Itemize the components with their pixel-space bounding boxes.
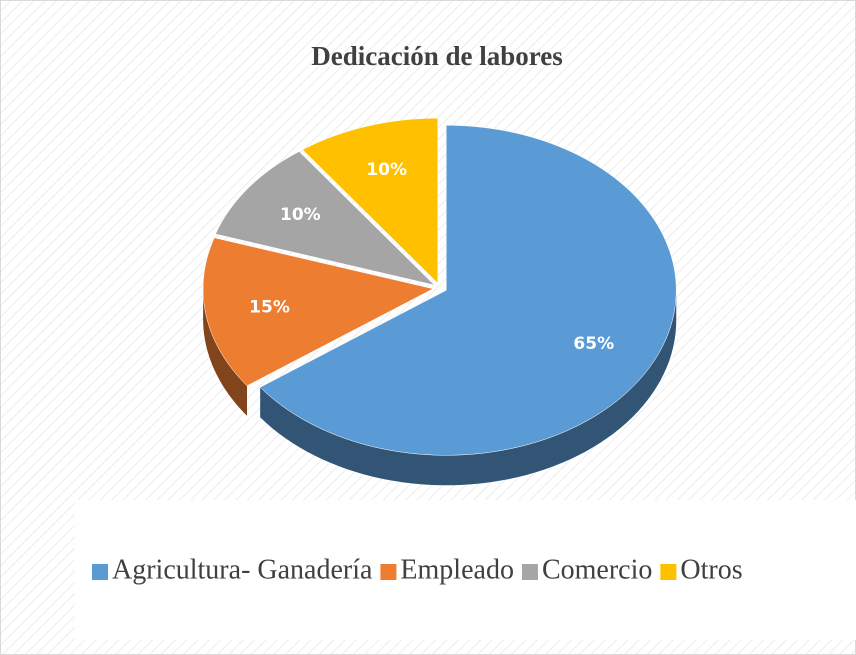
slice-side: [260, 290, 677, 486]
legend-label: Empleado: [400, 554, 514, 585]
legend-label: Otros: [680, 554, 742, 585]
data-label: 65%: [573, 334, 614, 354]
legend-swatch: [92, 564, 108, 580]
slice: [302, 117, 439, 284]
legend-label: Comercio: [542, 554, 652, 585]
slice: [215, 151, 436, 286]
slice: [202, 237, 434, 387]
legend-area: [75, 500, 856, 640]
legend-swatch: [521, 564, 538, 580]
slice: [259, 125, 677, 456]
data-label: 10%: [366, 160, 407, 180]
slice-side: [203, 288, 248, 416]
data-label: 15%: [249, 297, 290, 317]
legend-label: Agricultura- Ganadería: [112, 554, 373, 585]
chart-title: Dedicación de labores: [311, 41, 563, 71]
legend-swatch: [380, 564, 397, 580]
legend-swatch: [660, 564, 677, 580]
data-label: 10%: [280, 205, 321, 225]
